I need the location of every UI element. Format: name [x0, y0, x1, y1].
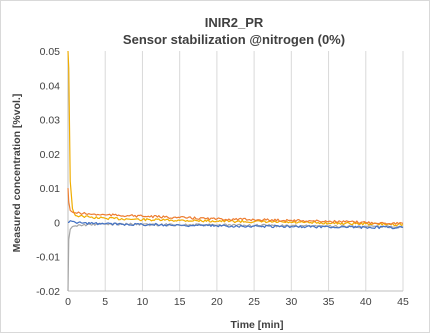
y-tick-label: -0.01: [36, 252, 60, 264]
x-tick-label: 20: [211, 296, 223, 308]
x-tick-label: 30: [285, 296, 297, 308]
x-tick-label: 0: [65, 296, 71, 308]
x-axis-title: Time [min]: [231, 319, 284, 331]
x-tick-label: 5: [102, 296, 108, 308]
y-tick-label: 0.04: [40, 80, 61, 92]
y-tick-label: 0.01: [40, 183, 61, 195]
series-line: [68, 220, 404, 230]
series-line: [67, 50, 404, 227]
y-tick-label: 0.02: [40, 149, 61, 161]
tick-labels: 0 5 10 15 20 25 30 35 40 450.050.040.030.020.010-…: [36, 46, 409, 308]
y-axis-title: Measured concentration [%vol.]: [11, 94, 23, 253]
grid-lines: [104, 51, 404, 291]
y-tick-label: 0.05: [40, 46, 61, 58]
series-line: [67, 188, 404, 225]
x-tick-label: 15: [174, 296, 186, 308]
data-series: [67, 50, 404, 292]
y-tick-label: 0: [54, 217, 60, 229]
x-tick-label: 25: [248, 296, 260, 308]
x-tick-label: 35: [323, 296, 335, 308]
axes: [67, 51, 403, 292]
chart-title-line-1: INIR2_PR: [205, 15, 264, 30]
x-tick-label: 40: [360, 296, 372, 308]
y-tick-label: 0.03: [40, 115, 61, 127]
x-tick-label: 10: [137, 296, 149, 308]
chart-title-line-2: Sensor stabilization @nitrogen (0%): [123, 32, 345, 47]
x-tick-label: 45: [397, 296, 409, 308]
y-tick-label: -0.02: [36, 286, 60, 298]
series-line: [67, 222, 404, 292]
